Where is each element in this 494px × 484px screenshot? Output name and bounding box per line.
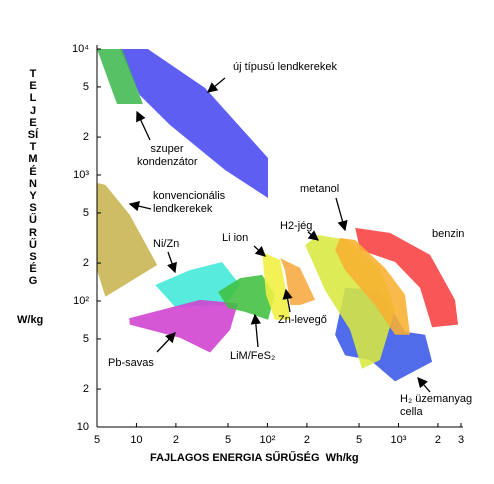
region bbox=[355, 227, 459, 328]
region-label: új típusú lendkerekek bbox=[233, 61, 337, 73]
x-tick-label: 10 bbox=[130, 434, 142, 446]
region bbox=[262, 252, 291, 320]
x-axis-title: FAJLAGOS ENERGIA SŰRŰSÉG Wh/kg bbox=[150, 452, 359, 464]
region bbox=[335, 238, 410, 335]
arrow bbox=[167, 251, 177, 274]
x-axis-unit: Wh/kg bbox=[325, 452, 359, 464]
region-label: Li ion bbox=[222, 232, 249, 244]
x-axis-label: FAJLAGOS ENERGIA SŰRŰSÉG bbox=[150, 452, 320, 464]
y-axis-title: TELJESÍTMÉNYSŰRŰSÉG bbox=[27, 68, 39, 288]
region bbox=[129, 299, 238, 353]
arrow bbox=[206, 77, 226, 93]
x-tick-label: 3 bbox=[458, 434, 464, 446]
y-axis-unit: W/kg bbox=[17, 314, 44, 326]
arrow bbox=[253, 245, 266, 257]
x-tick-label: 5 bbox=[225, 434, 231, 446]
y-tick-label: 10³ bbox=[73, 169, 89, 181]
y-tick-label: 10⁴ bbox=[72, 43, 89, 55]
y-tick-label: 5 bbox=[83, 207, 89, 219]
y-tick-label: 10 bbox=[77, 421, 89, 433]
x-tick-label: 10³ bbox=[391, 434, 407, 446]
region-label: Ni/Zn bbox=[153, 238, 180, 250]
region-label: H₂ üzemanyag cella bbox=[400, 393, 473, 418]
x-tick-label: 2 bbox=[304, 434, 310, 446]
region-label: LiM/FeS₂ bbox=[230, 350, 276, 362]
region-label: benzin bbox=[432, 228, 465, 240]
y-tick-label: 5 bbox=[83, 81, 89, 93]
arrow bbox=[307, 230, 320, 241]
y-tick-label: 10² bbox=[73, 295, 89, 307]
region-label: Zn-levegő bbox=[278, 314, 327, 326]
region-label: Pb-savas bbox=[108, 357, 154, 369]
y-tick-label: 5 bbox=[83, 333, 89, 345]
region bbox=[155, 262, 241, 307]
region bbox=[97, 182, 158, 297]
region bbox=[120, 49, 268, 198]
y-tick-label: 2 bbox=[83, 131, 89, 143]
arrow bbox=[250, 313, 262, 348]
region-label: metanol bbox=[300, 183, 340, 195]
region-label: szuper kondenzátor bbox=[137, 143, 198, 168]
region bbox=[218, 274, 275, 320]
x-tick-label: 2 bbox=[435, 434, 441, 446]
arrow bbox=[282, 288, 293, 313]
x-tick-label: 2 bbox=[173, 434, 179, 446]
x-tick-label: 5 bbox=[356, 434, 362, 446]
x-tick-label: 10² bbox=[260, 434, 276, 446]
arrow bbox=[417, 377, 431, 393]
region bbox=[97, 49, 143, 104]
x-tick-label: 5 bbox=[94, 434, 100, 446]
arrow bbox=[156, 332, 176, 353]
arrow bbox=[128, 201, 152, 212]
y-tick-label: 2 bbox=[83, 257, 89, 269]
arrow bbox=[136, 110, 151, 141]
arrow bbox=[335, 197, 348, 232]
y-tick-label: 2 bbox=[83, 383, 89, 395]
region-label: konvencionális lendkerekek bbox=[153, 190, 226, 215]
region-label: H2-jég bbox=[280, 220, 313, 232]
